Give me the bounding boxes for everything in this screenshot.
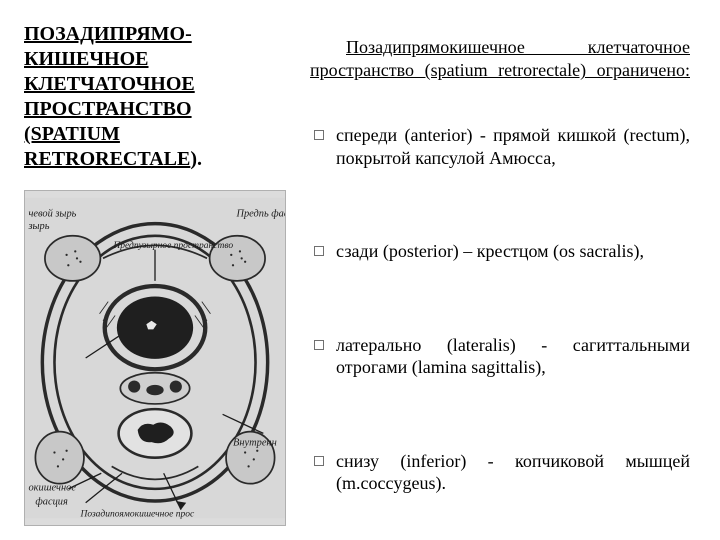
intro-paragraph: Позадипрямокишечное клетчаточное простра… bbox=[310, 36, 690, 83]
dlabel-lower-left-prefix: окишечное bbox=[28, 483, 76, 494]
title-line2: КИШЕЧНОЕ КЛЕТЧАТОЧНОЕ ПРОСТРАНСТВО (SPAT… bbox=[24, 48, 195, 170]
bullet-text: латерально (lateralis) - сагиттальными о… bbox=[336, 335, 690, 378]
bullet-list: спереди (anterior) - прямой кишкой (rect… bbox=[310, 89, 690, 530]
list-item: снизу (inferior) - копчиковой мышцей (m.… bbox=[310, 450, 690, 495]
intro-underlined: Позадипрямокишечное клетчаточное простра… bbox=[310, 37, 690, 80]
list-item: сзади (posterior) – крестцом (os sacrali… bbox=[310, 240, 690, 263]
svg-text:зырь: зырь bbox=[27, 221, 49, 232]
diagram-svg: чевой зырь зырь Предпь фас Предпузырное … bbox=[25, 191, 285, 525]
right-column: Позадипрямокишечное клетчаточное простра… bbox=[300, 0, 720, 540]
dlabel-top-left: чевой зырь bbox=[28, 209, 76, 220]
bullet-text: сзади (posterior) – крестцом (os sacrali… bbox=[336, 241, 644, 261]
bullet-text: снизу (inferior) - копчиковой мышцей (m.… bbox=[336, 451, 690, 494]
list-item: латерально (lateralis) - сагиттальными о… bbox=[310, 334, 690, 379]
dlabel-bottom-left: фасция bbox=[35, 496, 68, 507]
left-column: ПОЗАДИПРЯМО- КИШЕЧНОЕ КЛЕТЧАТОЧНОЕ ПРОСТ… bbox=[0, 0, 300, 540]
dlabel-bottom-center: Позадипоямокишечное прос bbox=[79, 509, 195, 520]
anatomical-diagram: чевой зырь зырь Предпь фас Предпузырное … bbox=[24, 190, 286, 526]
title-line1: ПОЗАДИПРЯМО- bbox=[24, 23, 192, 45]
title-tail: ). bbox=[190, 148, 202, 170]
list-item: спереди (anterior) - прямой кишкой (rect… bbox=[310, 124, 690, 169]
dlabel-right-inner: Внутренн bbox=[233, 438, 277, 449]
dlabel-top-right: Предпь фас bbox=[235, 209, 285, 220]
slide: ПОЗАДИПРЯМО- КИШЕЧНОЕ КЛЕТЧАТОЧНОЕ ПРОСТ… bbox=[0, 0, 720, 540]
slide-title: ПОЗАДИПРЯМО- КИШЕЧНОЕ КЛЕТЧАТОЧНОЕ ПРОСТ… bbox=[24, 22, 286, 172]
bullet-text: спереди (anterior) - прямой кишкой (rect… bbox=[336, 125, 690, 168]
dlabel-upper-center: Предпузырное пространство bbox=[112, 240, 233, 251]
